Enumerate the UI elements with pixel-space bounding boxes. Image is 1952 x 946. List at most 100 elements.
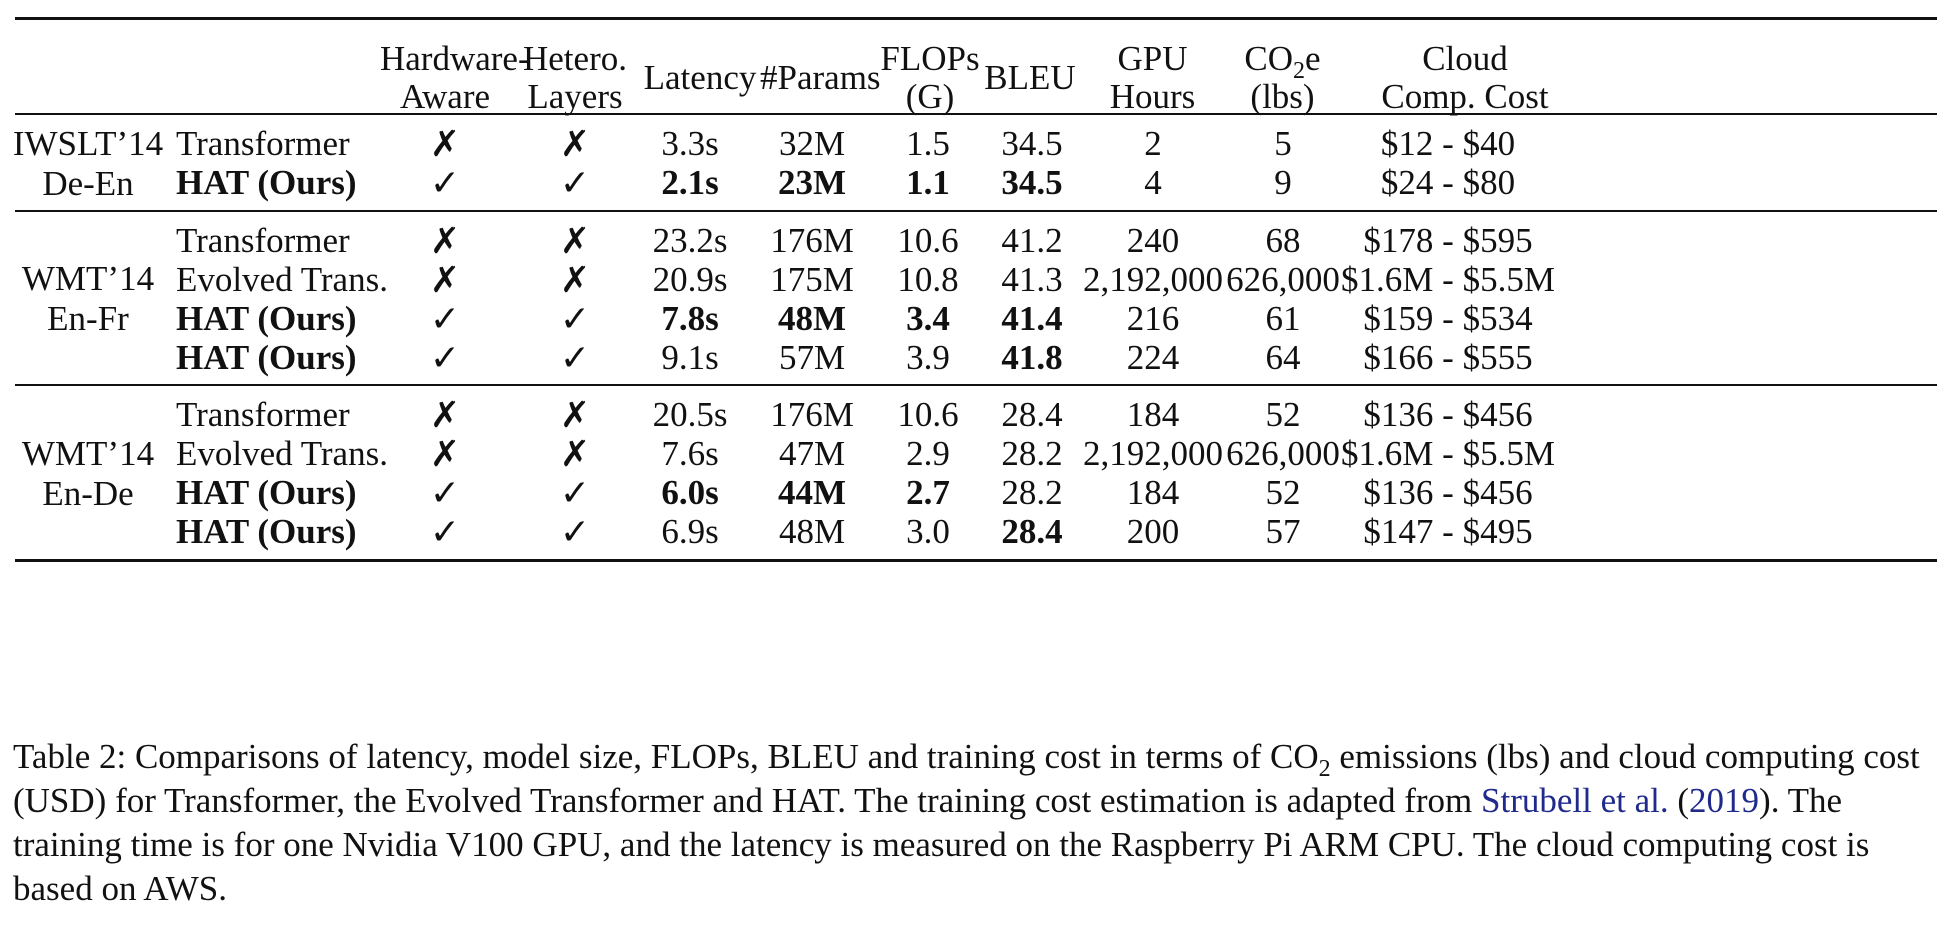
header-hetero-layers: Hetero. Layers — [523, 39, 627, 116]
co2-cell: 64 — [1265, 338, 1301, 377]
cloud-cost-cell: $178 - $595 — [1363, 221, 1533, 260]
hetero-layers-mark: ✓ — [559, 338, 591, 378]
co2-cell: 52 — [1265, 473, 1301, 512]
citation-link-author[interactable]: Strubell et al. — [1481, 781, 1669, 820]
bleu-cell: 34.5 — [1001, 163, 1063, 202]
params-cell: 176M — [770, 221, 854, 260]
group-rule-1 — [15, 210, 1937, 212]
co2-cell: 5 — [1274, 124, 1292, 163]
hetero-layers-mark: ✓ — [559, 163, 591, 203]
gpu-hours-cell: 184 — [1126, 473, 1180, 512]
dataset-wmt-en-fr: WMT’14 En-Fr — [21, 259, 155, 338]
latency-cell: 3.3s — [661, 124, 719, 163]
bleu-cell: 28.2 — [1001, 473, 1063, 512]
hardware-aware-mark: ✗ — [429, 260, 461, 300]
hetero-layers-mark: ✗ — [559, 221, 591, 261]
dataset-wmt-en-de: WMT’14 En-De — [21, 434, 155, 513]
params-cell: 176M — [770, 395, 854, 434]
model-name: Evolved Trans. — [176, 260, 388, 299]
hetero-layers-mark: ✗ — [559, 395, 591, 435]
cloud-cost-cell: $136 - $456 — [1363, 473, 1533, 512]
latency-cell: 7.6s — [661, 434, 719, 473]
co2-cell: 626,000 — [1226, 434, 1340, 473]
header-rule — [15, 113, 1937, 115]
gpu-hours-cell: 224 — [1126, 338, 1180, 377]
gpu-hours-cell: 184 — [1126, 395, 1180, 434]
header-flops: FLOPs (G) — [880, 39, 980, 116]
model-name: Transformer — [176, 395, 350, 434]
hardware-aware-mark: ✓ — [429, 512, 461, 552]
latency-cell: 2.1s — [661, 163, 719, 202]
gpu-hours-cell: 200 — [1126, 512, 1180, 551]
cloud-cost-cell: $166 - $555 — [1363, 338, 1533, 377]
flops-cell: 3.0 — [906, 512, 950, 551]
flops-cell: 10.6 — [897, 395, 959, 434]
header-params: #Params — [760, 58, 881, 97]
co2-cell: 68 — [1265, 221, 1301, 260]
hetero-layers-mark: ✗ — [559, 260, 591, 300]
flops-cell: 1.1 — [906, 163, 950, 202]
hetero-layers-mark: ✓ — [559, 512, 591, 552]
params-cell: 48M — [777, 299, 847, 338]
bleu-cell: 34.5 — [1001, 124, 1063, 163]
latency-cell: 6.0s — [661, 473, 719, 512]
flops-cell: 2.9 — [906, 434, 950, 473]
params-cell: 44M — [777, 473, 847, 512]
cloud-cost-cell: $159 - $534 — [1363, 299, 1533, 338]
model-name: HAT (Ours) — [176, 338, 357, 377]
hardware-aware-mark: ✗ — [429, 434, 461, 474]
bleu-cell: 28.4 — [1001, 395, 1063, 434]
latency-cell: 20.5s — [652, 395, 728, 434]
header-hardware-aware: Hardware- Aware — [380, 39, 530, 116]
header-bleu: BLEU — [984, 58, 1076, 97]
params-cell: 175M — [770, 260, 854, 299]
cloud-cost-cell: $24 - $80 — [1380, 163, 1516, 202]
latency-cell: 23.2s — [652, 221, 728, 260]
params-cell: 57M — [778, 338, 846, 377]
header-latency: Latency — [643, 58, 757, 97]
header-gpu-hours: GPU Hours — [1109, 39, 1196, 116]
top-rule — [15, 17, 1937, 20]
hetero-layers-mark: ✗ — [559, 434, 591, 474]
model-name: HAT (Ours) — [176, 512, 357, 551]
co2-cell: 626,000 — [1226, 260, 1340, 299]
gpu-hours-cell: 2,192,000 — [1083, 260, 1223, 299]
model-name: HAT (Ours) — [176, 163, 357, 202]
params-cell: 47M — [778, 434, 846, 473]
hetero-layers-mark: ✓ — [559, 473, 591, 513]
header-cloud-cost: Cloud Comp. Cost — [1381, 39, 1549, 116]
flops-cell: 1.5 — [906, 124, 950, 163]
hardware-aware-mark: ✗ — [429, 124, 461, 164]
cloud-cost-cell: $12 - $40 — [1380, 124, 1516, 163]
gpu-hours-cell: 4 — [1144, 163, 1162, 202]
hardware-aware-mark: ✗ — [429, 221, 461, 261]
gpu-hours-cell: 240 — [1126, 221, 1180, 260]
flops-cell: 10.8 — [897, 260, 959, 299]
flops-cell: 3.4 — [906, 299, 950, 338]
bleu-cell: 41.2 — [1001, 221, 1063, 260]
hardware-aware-mark: ✗ — [429, 395, 461, 435]
citation-link-year[interactable]: 2019 — [1689, 781, 1760, 820]
flops-cell: 3.9 — [906, 338, 950, 377]
bleu-cell: 41.3 — [1001, 260, 1063, 299]
model-name: HAT (Ours) — [176, 473, 357, 512]
cloud-cost-cell: $147 - $495 — [1363, 512, 1533, 551]
model-name: Transformer — [176, 124, 350, 163]
latency-cell: 6.9s — [661, 512, 719, 551]
header-co2e: CO2e (lbs) — [1244, 39, 1321, 116]
hetero-layers-mark: ✓ — [559, 299, 591, 339]
params-cell: 32M — [778, 124, 846, 163]
co2-cell: 9 — [1274, 163, 1292, 202]
hetero-layers-mark: ✗ — [559, 124, 591, 164]
bleu-cell: 28.4 — [1001, 512, 1063, 551]
hardware-aware-mark: ✓ — [429, 338, 461, 378]
flops-cell: 2.7 — [906, 473, 950, 512]
latency-cell: 9.1s — [661, 338, 719, 377]
flops-cell: 10.6 — [897, 221, 959, 260]
bleu-cell: 28.2 — [1001, 434, 1063, 473]
gpu-hours-cell: 216 — [1126, 299, 1180, 338]
hardware-aware-mark: ✓ — [429, 163, 461, 203]
model-name: Transformer — [176, 221, 350, 260]
group-rule-2 — [15, 384, 1937, 386]
cloud-cost-cell: $1.6M - $5.5M — [1341, 260, 1555, 299]
